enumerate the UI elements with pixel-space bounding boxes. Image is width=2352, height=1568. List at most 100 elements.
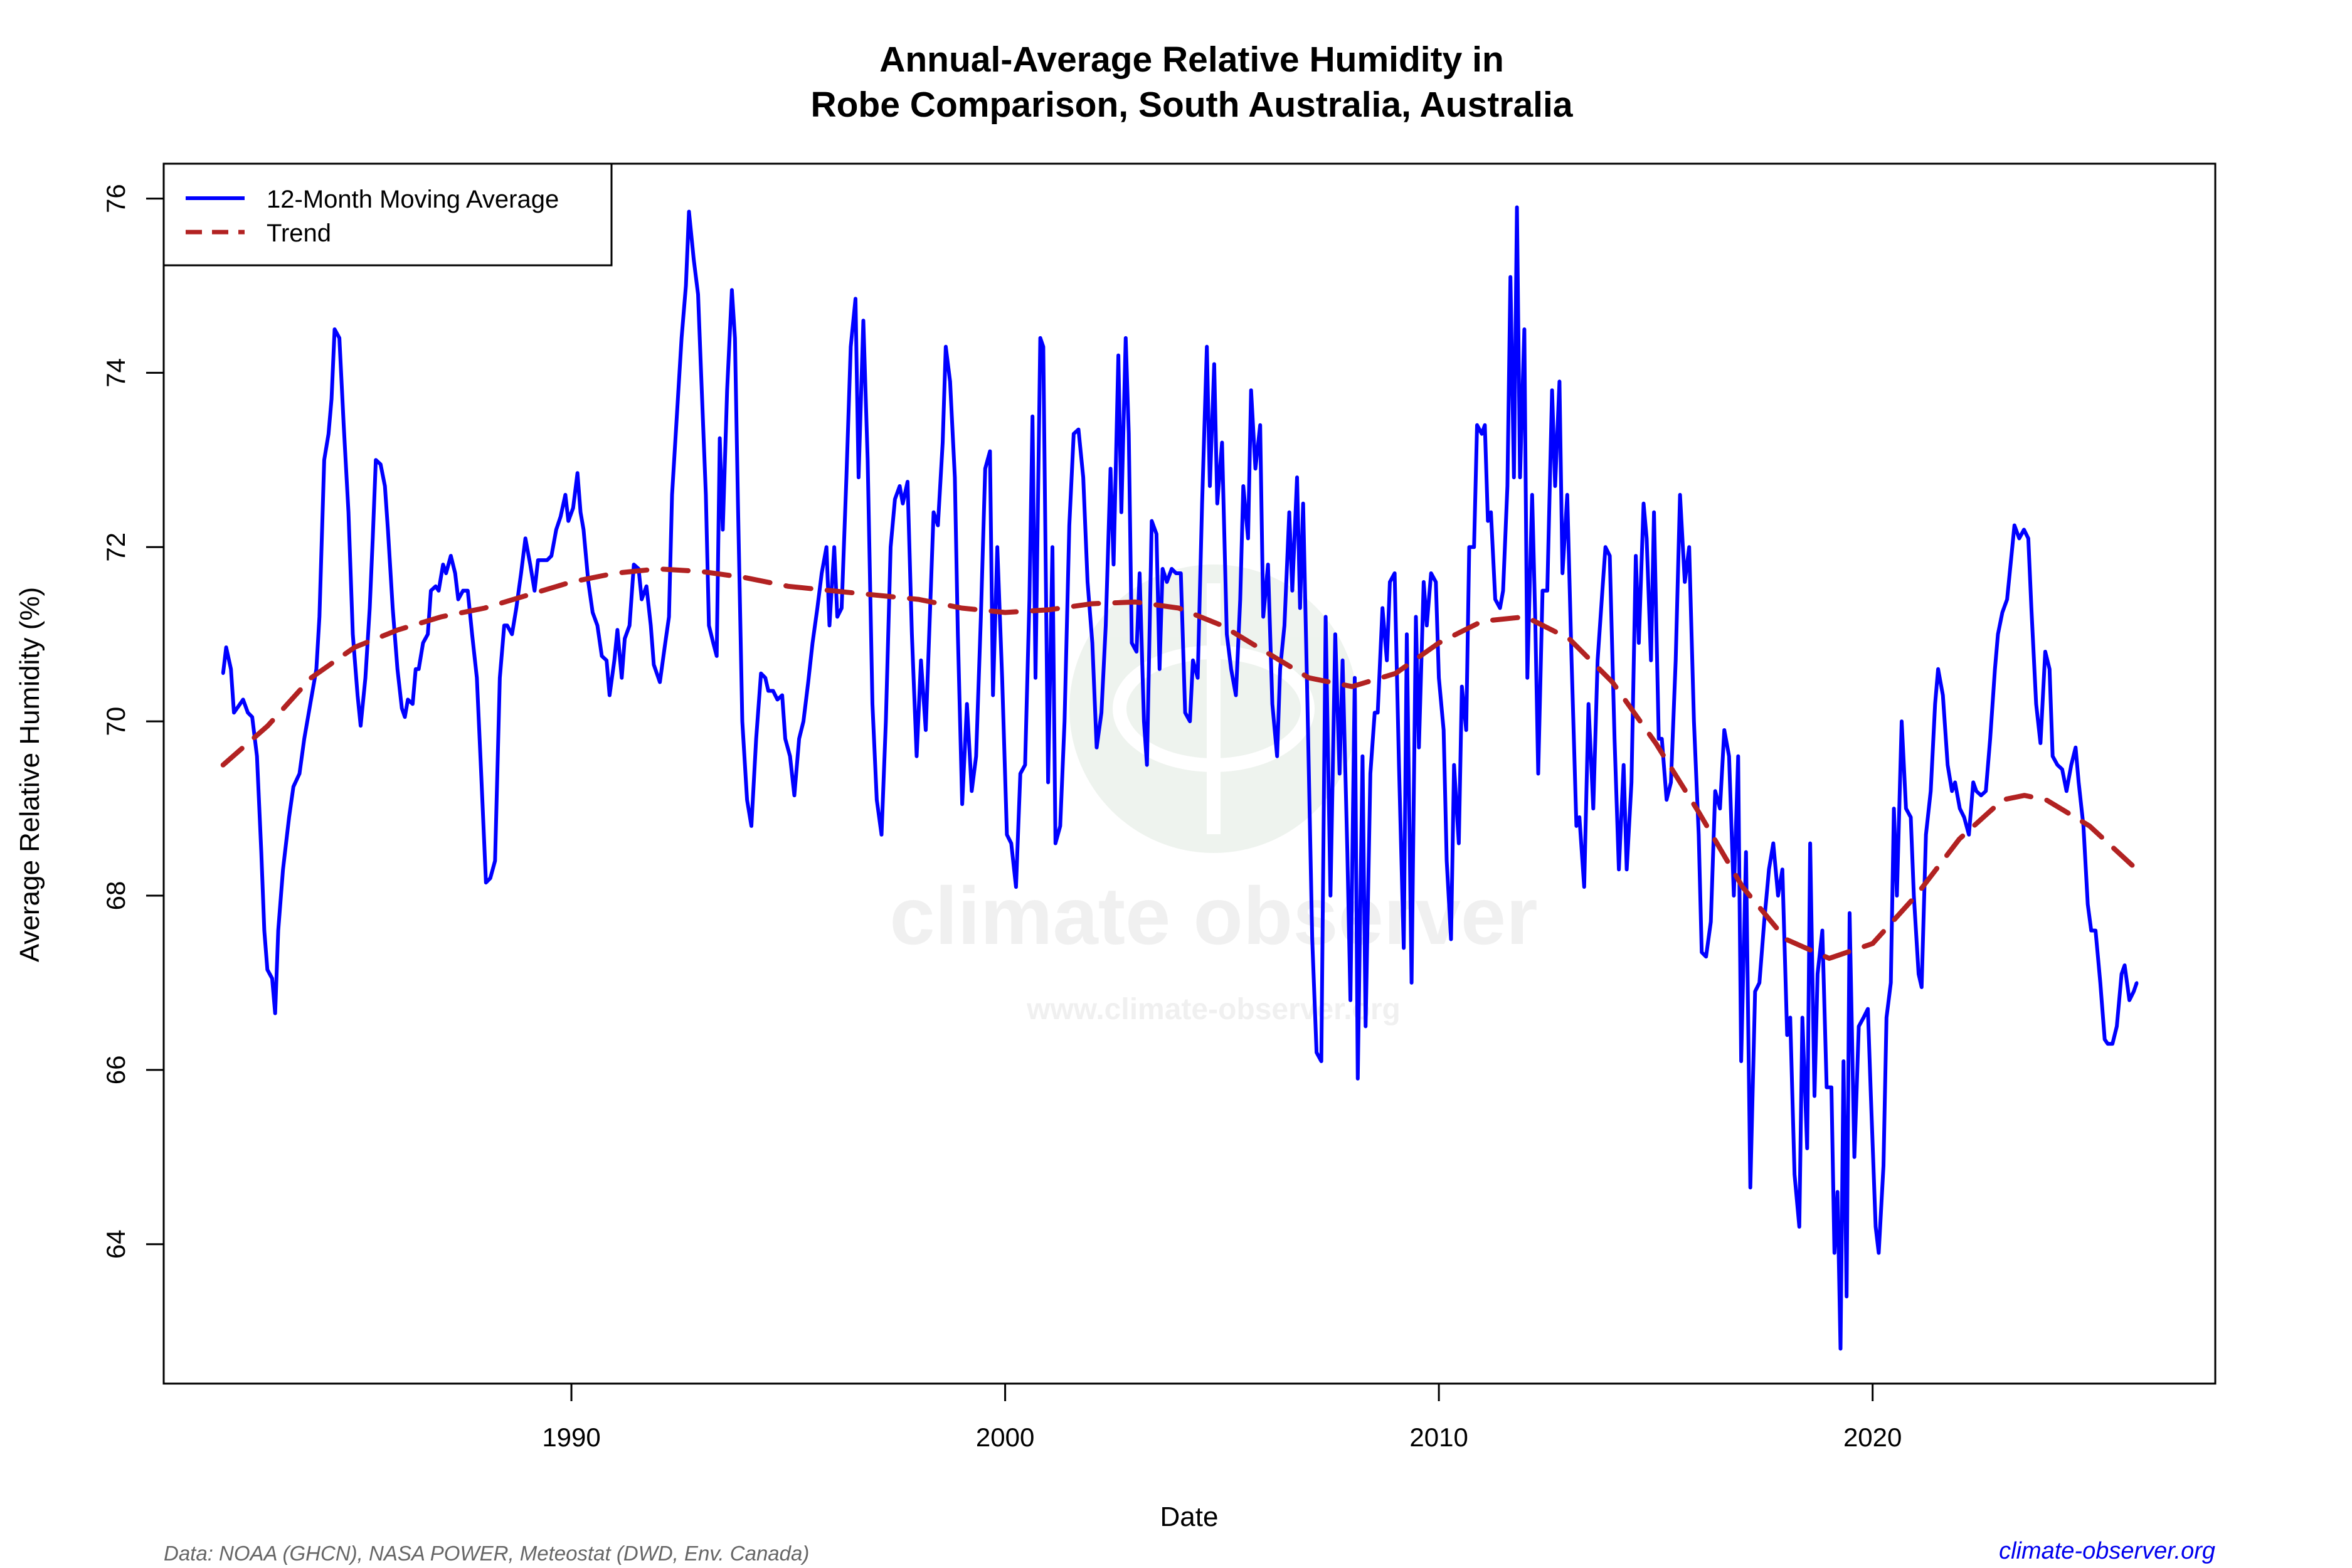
data-point	[1534, 615, 1537, 618]
data-point	[1744, 850, 1748, 854]
data-point	[1958, 807, 1962, 810]
data-point	[498, 676, 502, 680]
data-point	[956, 632, 960, 636]
data-point	[221, 672, 225, 675]
data-point	[1208, 484, 1212, 488]
data-point	[273, 1012, 277, 1015]
data-point	[780, 694, 784, 697]
data-point	[970, 789, 973, 793]
data-point	[1019, 772, 1022, 775]
data-point	[1530, 493, 1534, 497]
data-point	[1414, 615, 1417, 618]
data-point	[1550, 388, 1554, 392]
data-point	[1801, 1016, 1804, 1019]
data-point	[1275, 755, 1279, 758]
data-point	[250, 715, 254, 719]
data-point	[1629, 780, 1633, 784]
data-point	[1345, 850, 1349, 854]
data-point	[974, 755, 978, 758]
data-point	[1904, 807, 1908, 810]
data-point	[347, 511, 351, 514]
data-point	[1604, 545, 1608, 549]
y-tick-label-72: 72	[101, 532, 130, 562]
chart-title: Annual-Average Relative Humidity in	[879, 40, 1504, 80]
data-point	[1665, 798, 1668, 802]
data-point	[2030, 607, 2033, 610]
legend-label-trend: Trend	[267, 220, 331, 247]
data-point	[741, 719, 744, 723]
data-point	[1857, 1024, 1861, 1028]
data-point	[687, 209, 691, 213]
data-point	[281, 867, 285, 871]
data-point	[2010, 554, 2013, 558]
data-point	[1692, 719, 1696, 723]
data-point	[1554, 484, 1557, 488]
series-layer	[220, 205, 2139, 1351]
data-point	[884, 719, 887, 723]
data-point	[514, 607, 518, 610]
data-point	[1882, 1164, 1885, 1168]
data-point	[1929, 789, 1932, 793]
data-point	[721, 528, 724, 531]
data-point	[434, 585, 438, 588]
data-point	[1241, 484, 1245, 488]
data-point	[696, 292, 700, 296]
data-point	[620, 676, 623, 680]
data-point	[2022, 528, 2026, 531]
data-point	[941, 441, 945, 445]
data-point	[807, 681, 810, 684]
data-point	[1348, 999, 1352, 1002]
data-point	[1683, 580, 1687, 584]
data-point	[898, 484, 901, 488]
data-point	[2135, 981, 2139, 985]
axes: 1990 2000 2010 2020 64 66 68 70 72 74 76	[101, 184, 1902, 1452]
data-point	[715, 654, 719, 658]
data-point	[1039, 336, 1042, 340]
data-point	[1369, 772, 1372, 775]
data-point	[1009, 842, 1013, 845]
data-point	[1120, 511, 1123, 514]
data-point	[1522, 327, 1526, 331]
data-point	[563, 493, 567, 497]
data-point	[1771, 842, 1775, 845]
data-point	[1866, 1007, 1870, 1011]
watermark-logo: climate observer www.climate-observer.or…	[889, 564, 1538, 1026]
y-tick-label-66: 66	[101, 1055, 130, 1084]
y-tick-label-76: 76	[101, 184, 130, 213]
data-point	[1238, 598, 1242, 601]
data-point	[1475, 423, 1479, 427]
data-point	[983, 467, 987, 470]
data-point	[351, 632, 354, 636]
data-point	[421, 641, 425, 645]
data-point	[1116, 354, 1120, 358]
data-point	[1836, 1190, 1840, 1194]
data-point	[1373, 711, 1377, 714]
data-point	[1410, 981, 1414, 985]
data-point	[2034, 702, 2038, 706]
data-point	[337, 336, 341, 340]
data-point	[1805, 1147, 1809, 1150]
data-point	[1278, 667, 1282, 671]
y-tick-label-70: 70	[101, 707, 130, 736]
data-point	[1515, 206, 1519, 209]
website-link[interactable]: climate-observer.org	[1999, 1538, 2215, 1564]
data-point	[1709, 920, 1713, 924]
data-point	[1996, 632, 2000, 636]
data-point	[1165, 580, 1168, 584]
data-point	[1138, 571, 1142, 575]
data-point	[1591, 807, 1595, 810]
data-point	[919, 659, 923, 662]
data-point	[2069, 763, 2073, 767]
data-point	[1704, 955, 1708, 958]
data-point	[1196, 676, 1200, 680]
data-point	[1700, 950, 1703, 954]
data-point	[1587, 702, 1591, 706]
data-point	[1984, 789, 1988, 793]
data-point	[396, 667, 400, 671]
data-point	[1545, 589, 1549, 593]
data-point	[1142, 719, 1146, 723]
data-point	[1457, 842, 1461, 845]
data-point	[718, 437, 722, 440]
trend-line	[220, 566, 2139, 961]
data-point	[1170, 567, 1173, 571]
